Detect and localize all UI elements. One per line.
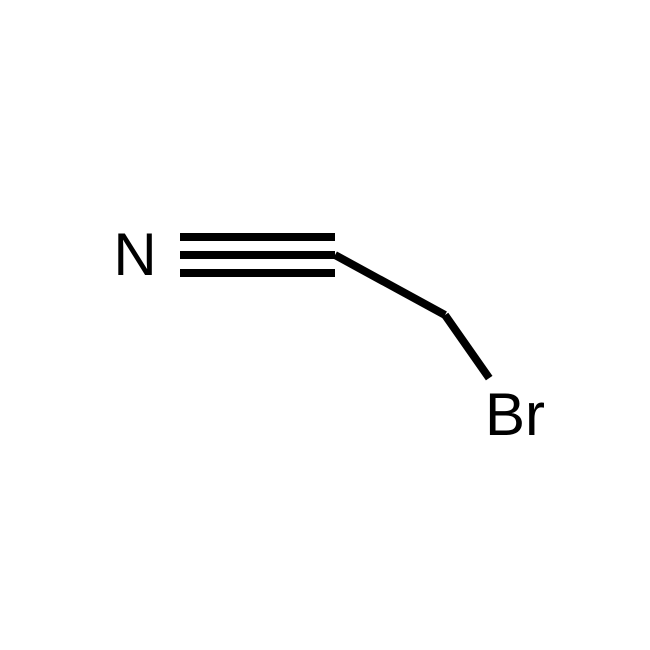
bond-line	[335, 255, 445, 315]
bond-layer	[0, 0, 650, 650]
chemical-structure-canvas: N Br	[0, 0, 650, 650]
atom-label-br: Br	[485, 385, 545, 445]
atom-label-n: N	[113, 225, 156, 285]
bond-line	[445, 315, 489, 378]
